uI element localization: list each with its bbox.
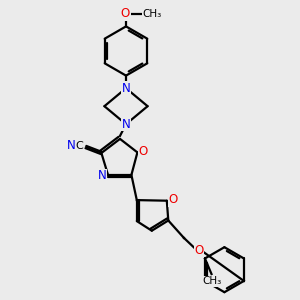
Text: C: C bbox=[75, 141, 83, 151]
Text: N: N bbox=[122, 118, 130, 131]
Text: O: O bbox=[121, 7, 130, 20]
Text: O: O bbox=[194, 244, 203, 257]
Text: O: O bbox=[139, 145, 148, 158]
Text: N: N bbox=[66, 139, 75, 152]
Text: N: N bbox=[122, 82, 130, 95]
Text: CH₃: CH₃ bbox=[202, 276, 222, 286]
Text: CH₃: CH₃ bbox=[142, 9, 162, 19]
Text: O: O bbox=[168, 193, 177, 206]
Text: N: N bbox=[98, 169, 106, 182]
